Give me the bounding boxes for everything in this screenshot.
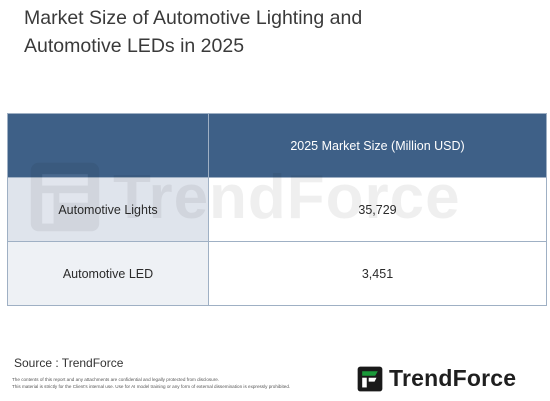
table-row: Automotive LED 3,451: [7, 241, 547, 306]
chart-title-line-1: Market Size of Automotive Lighting and: [24, 7, 363, 29]
table-header-row: 2025 Market Size (Million USD): [7, 113, 547, 178]
row-value: 3,451: [208, 241, 547, 306]
row-label: Automotive Lights: [7, 177, 209, 242]
trendforce-logo: TrendForce: [357, 365, 516, 392]
market-size-table: 2025 Market Size (Million USD) Automotiv…: [7, 113, 547, 306]
brand-name: TrendForce: [389, 365, 517, 391]
disclaimer-line-1: The contents of this report and any atta…: [12, 377, 220, 382]
disclaimer-line-2: This material is strictly for the Client…: [12, 384, 291, 389]
row-label: Automotive LED: [7, 241, 209, 306]
trendforce-logo-icon: [357, 366, 383, 391]
chart-title: Market Size of Automotive Lighting and A…: [24, 4, 524, 60]
disclaimer: The contents of this report and any atta…: [12, 376, 352, 390]
market-size-table-wrapper: 2025 Market Size (Million USD) Automotiv…: [7, 113, 547, 306]
header-cell-label: [7, 113, 209, 178]
header-cell-market-size: 2025 Market Size (Million USD): [208, 113, 547, 178]
row-value: 35,729: [208, 177, 547, 242]
chart-title-line-2: Automotive LEDs in 2025: [24, 35, 245, 57]
table-row: Automotive Lights 35,729: [7, 177, 547, 242]
source-note: Source : TrendForce: [14, 356, 124, 370]
